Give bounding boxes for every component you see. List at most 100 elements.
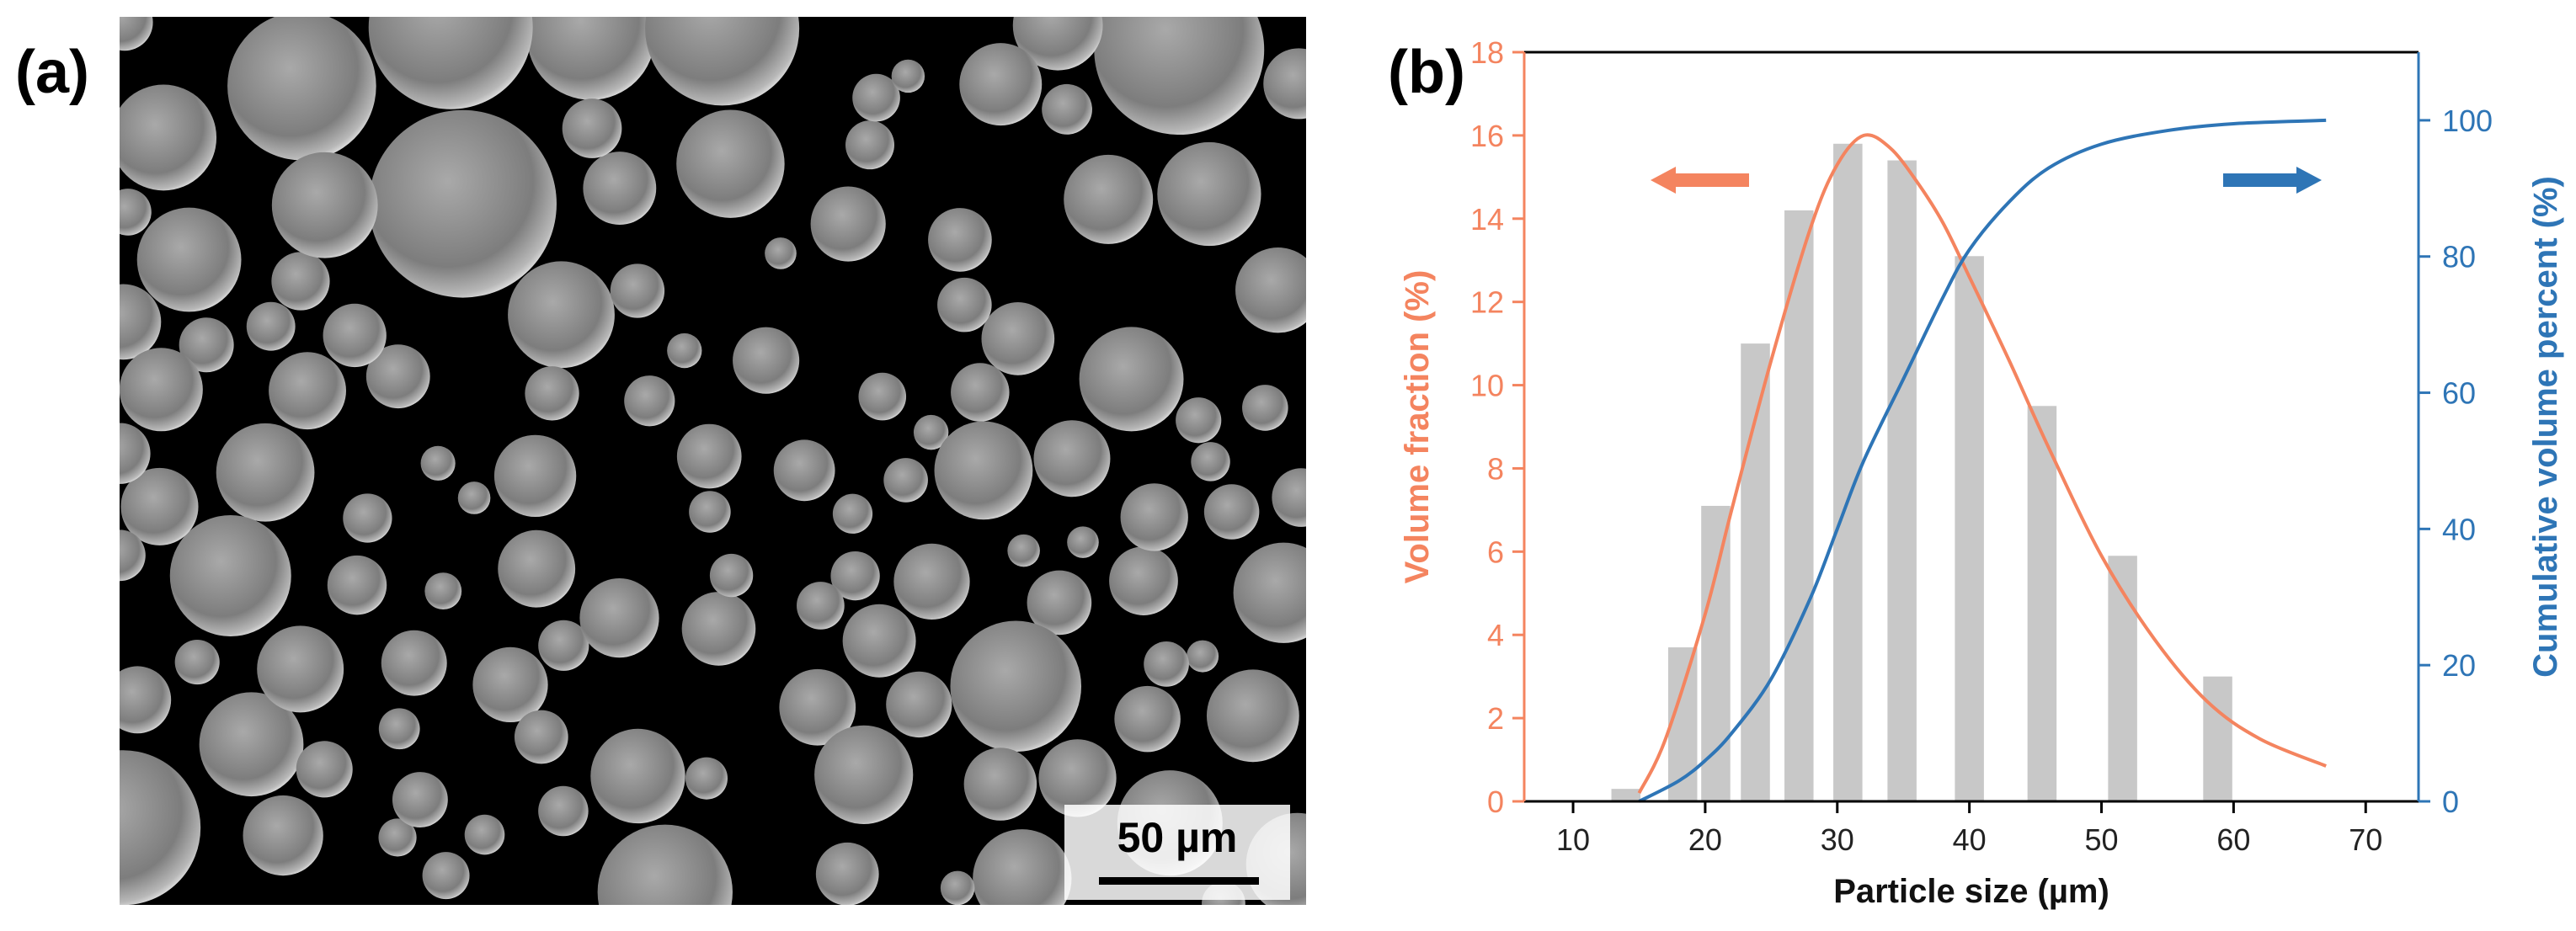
- particle: [959, 43, 1043, 126]
- y-tick-label: 2: [1487, 701, 1504, 736]
- particle: [1033, 420, 1111, 497]
- particle: [422, 852, 470, 900]
- particle: [689, 491, 731, 533]
- particle: [378, 708, 420, 750]
- particle: [365, 344, 430, 409]
- particle: [1027, 570, 1092, 636]
- particle: [498, 529, 576, 608]
- particle: [940, 870, 975, 905]
- bar: [1611, 789, 1641, 801]
- particle: [963, 747, 1037, 821]
- particle: [676, 423, 742, 489]
- particle: [472, 646, 548, 723]
- particle: [1203, 484, 1260, 540]
- y-tick-label: 8: [1487, 451, 1504, 486]
- particle: [381, 630, 447, 696]
- right-arrow: [2223, 173, 2301, 187]
- bar: [1955, 256, 1984, 801]
- scale-bar-label: 50 µm: [1117, 814, 1238, 861]
- particle: [493, 434, 577, 518]
- x-tick-label: 10: [1556, 822, 1590, 857]
- particle: [893, 543, 970, 620]
- y-tick-label: 10: [1470, 369, 1504, 403]
- particle: [368, 17, 533, 109]
- particle: [681, 592, 756, 666]
- particle: [610, 263, 665, 318]
- particle: [1233, 542, 1306, 643]
- particle: [514, 710, 568, 764]
- particle: [832, 493, 873, 534]
- particle: [773, 439, 835, 502]
- x-tick-label: 50: [2084, 822, 2118, 857]
- left-arrow: [1672, 173, 1749, 187]
- particle: [981, 302, 1055, 375]
- particle: [1079, 327, 1184, 432]
- particle: [120, 467, 199, 545]
- particle: [120, 423, 151, 484]
- particle: [216, 423, 315, 522]
- curve: [1637, 133, 2327, 795]
- particle: [1157, 141, 1261, 247]
- particle: [842, 604, 916, 678]
- y-axis-title: Volume fraction (%): [1399, 270, 1436, 584]
- particle: [579, 577, 659, 658]
- particle: [257, 625, 344, 713]
- particle: [179, 317, 234, 373]
- particle: [797, 582, 845, 630]
- particle: [597, 824, 733, 905]
- particle: [645, 17, 800, 106]
- particle: [886, 671, 952, 738]
- particle: [1206, 669, 1299, 763]
- particle: [1120, 483, 1188, 551]
- particle: [424, 572, 462, 610]
- particle: [343, 493, 392, 543]
- particle: [814, 725, 914, 824]
- particle: [538, 620, 589, 671]
- arrows: [1651, 167, 2322, 194]
- particle: [1109, 546, 1178, 615]
- particle: [120, 348, 203, 432]
- particle: [562, 98, 622, 158]
- particle: [457, 481, 491, 514]
- y-tick-label: 4: [1487, 618, 1504, 652]
- particle: [526, 17, 655, 100]
- particle: [676, 109, 785, 218]
- particle: [815, 842, 879, 905]
- particle: [369, 109, 557, 298]
- particle: [934, 421, 1033, 520]
- particle: [733, 327, 800, 394]
- bar: [1741, 343, 1770, 802]
- particle: [765, 237, 797, 269]
- particle: [525, 366, 579, 421]
- particle: [779, 668, 856, 746]
- particle: [973, 829, 1072, 905]
- particle: [1038, 739, 1117, 817]
- particle: [928, 208, 992, 272]
- chart: 10 20 30 40 50 60 70 0 2 4 6 8 10 12 14 16 18 0 20 40 60 80 10…: [1399, 35, 2564, 910]
- bar: [1784, 210, 1814, 801]
- x-axis-title: Particle size (µm): [1833, 873, 2109, 910]
- y2-tick-label: 100: [2442, 104, 2493, 138]
- particle: [538, 785, 589, 837]
- particle: [269, 352, 346, 430]
- particle: [392, 772, 448, 827]
- particle: [845, 120, 895, 170]
- particle: [913, 414, 949, 450]
- particle: [1042, 83, 1092, 135]
- particle: [120, 529, 146, 582]
- particle: [685, 757, 728, 800]
- particle: [323, 303, 387, 368]
- particle: [1235, 247, 1306, 333]
- particle: [120, 189, 152, 236]
- particle: [1144, 641, 1189, 687]
- particle: [937, 277, 992, 332]
- particle: [136, 207, 242, 312]
- bar: [1887, 160, 1917, 802]
- particle: [1187, 640, 1219, 673]
- bar: [2027, 406, 2057, 801]
- y-tick-label: 12: [1470, 285, 1504, 320]
- particle: [1007, 534, 1040, 567]
- y-tick-label: 14: [1470, 202, 1504, 237]
- particle: [169, 514, 291, 636]
- particle: [590, 728, 685, 824]
